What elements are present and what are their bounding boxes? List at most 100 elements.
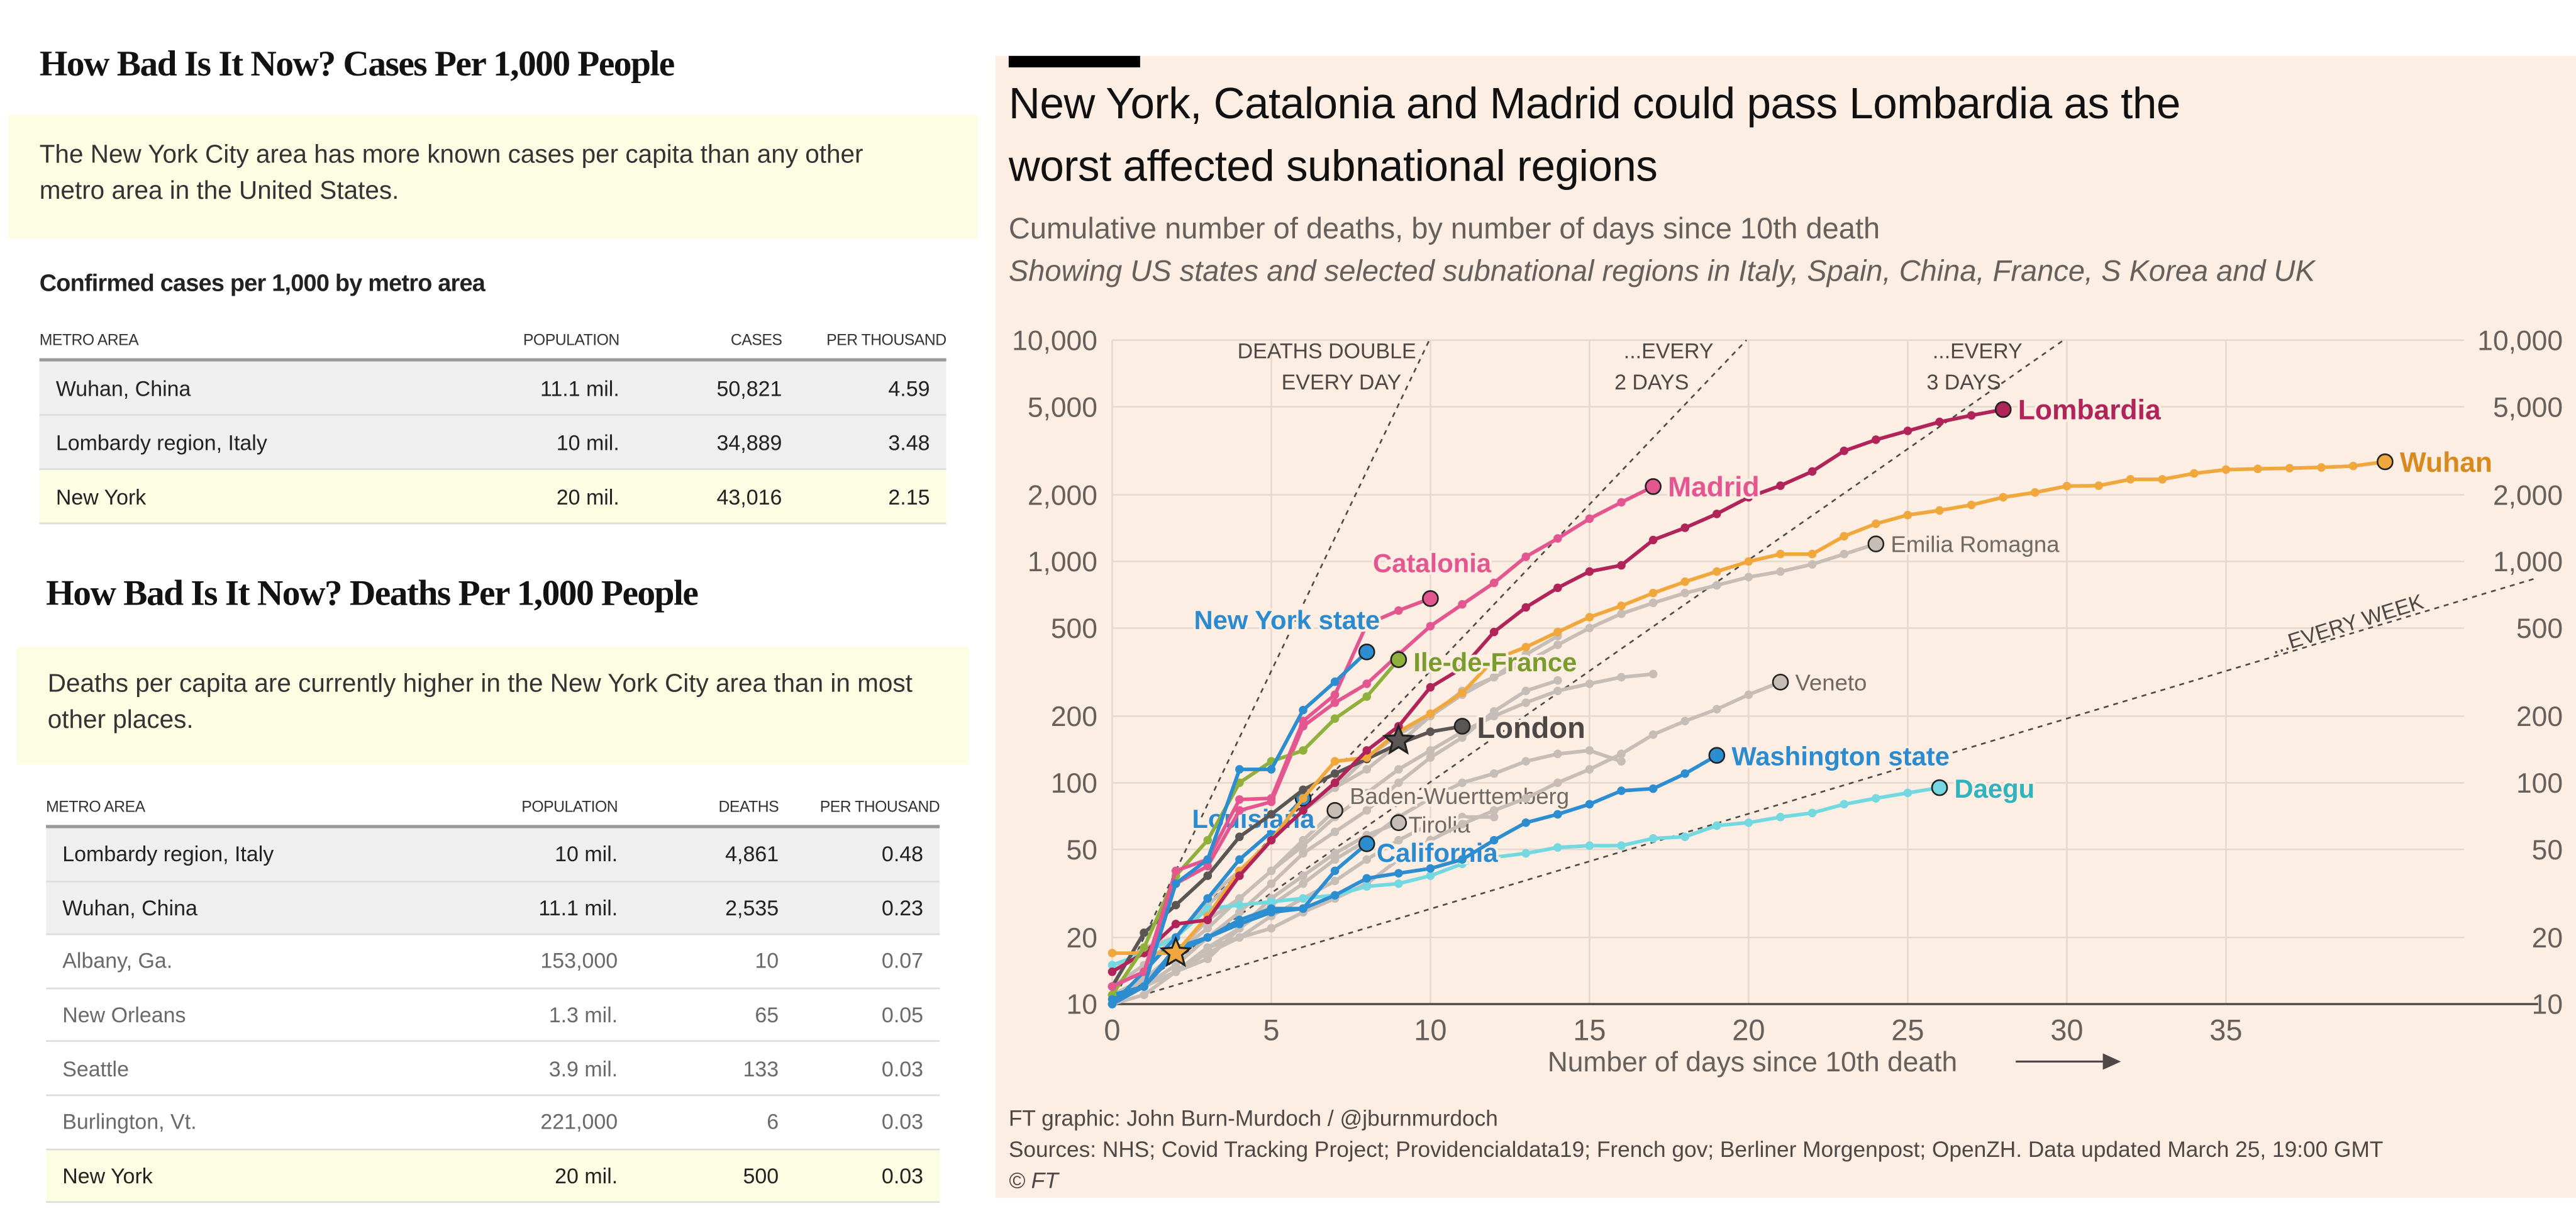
cell-population: 10 mil. — [556, 430, 619, 455]
cell-count: 65 — [755, 1002, 779, 1027]
data-point — [1776, 812, 1785, 822]
table-row: Lombardy region, Italy 10 mil. 34,889 3.48 — [39, 415, 947, 471]
data-point — [1872, 794, 1880, 803]
data-point — [1521, 603, 1531, 612]
series-end-point — [1867, 535, 1885, 552]
series-daegu: Daegu — [1108, 771, 2037, 969]
data-point — [1521, 698, 1531, 707]
cell-per-thousand: 4.59 — [888, 375, 930, 401]
data-point — [1617, 749, 1626, 759]
series-label: Wuhan — [2400, 447, 2492, 478]
data-point — [1330, 769, 1340, 778]
series-end-point — [1358, 835, 1375, 852]
deaths-title: How Bad Is It Now? Deaths Per 1,000 Peop… — [46, 572, 699, 613]
series-catalonia: Catalonia — [1108, 546, 1494, 991]
data-point — [2253, 464, 2262, 474]
series-label: Veneto — [1796, 669, 1867, 695]
data-point — [1585, 613, 1594, 622]
series-line — [1111, 754, 1718, 1006]
x-tick-label: 5 — [1263, 1013, 1279, 1047]
data-point — [1203, 933, 1213, 942]
series-line — [1111, 672, 1653, 996]
data-point — [1203, 835, 1213, 845]
data-point — [1362, 620, 1372, 629]
data-point — [1299, 835, 1307, 845]
doubling-reference-label: DEATHS DOUBLE — [1238, 339, 1416, 363]
data-point — [1489, 655, 1499, 664]
ft-chart-panel — [995, 55, 2576, 1198]
data-point — [1426, 820, 1435, 829]
data-point — [1330, 757, 1340, 766]
data-point — [1680, 588, 1690, 598]
data-point — [1171, 967, 1180, 976]
data-point — [1840, 549, 1849, 559]
data-point — [1585, 746, 1594, 755]
series-line — [1111, 680, 1782, 1006]
data-point — [1521, 686, 1531, 696]
cell-per-thousand: 0.03 — [881, 1056, 924, 1081]
data-point — [1394, 855, 1403, 864]
data-point — [1744, 557, 1753, 566]
data-point — [1235, 795, 1244, 804]
data-point — [1235, 806, 1244, 815]
cell-per-thousand: 0.23 — [881, 895, 924, 920]
data-point — [1744, 690, 1753, 700]
data-point — [2062, 481, 2072, 491]
series-end-point — [1422, 590, 1439, 607]
data-point — [2126, 475, 2135, 484]
y-tick-label-left: 5,000 — [1028, 392, 1097, 423]
series-label: Baden-Wuerttemberg — [1350, 783, 1569, 809]
series-end-point — [1708, 747, 1726, 764]
data-point — [1521, 650, 1531, 659]
data-point — [2190, 469, 2199, 478]
data-point — [1585, 679, 1594, 688]
doubling-reference-label: 3 DAYS — [1926, 371, 2001, 394]
series-emilia-romagna: Emilia Romagna — [1108, 529, 2062, 976]
data-point — [1362, 855, 1372, 864]
table-row: Wuhan, China 11.1 mil. 50,821 4.59 — [39, 361, 947, 416]
data-point — [1680, 523, 1690, 532]
data-point — [1140, 990, 1148, 1000]
data-point — [1840, 800, 1849, 809]
data-point — [1744, 493, 1753, 502]
data-point — [1521, 642, 1531, 652]
data-point — [1489, 853, 1499, 862]
data-point — [1299, 894, 1307, 903]
series-unlabelled — [1108, 676, 1562, 1008]
y-tick-label-left: 10,000 — [1012, 325, 1097, 356]
data-point — [1713, 567, 1721, 576]
data-point — [1458, 600, 1467, 609]
data-point — [1267, 879, 1276, 888]
cell-count: 500 — [743, 1163, 779, 1188]
data-point — [1617, 786, 1626, 795]
data-point — [1553, 583, 1562, 593]
cell-area: Lombardy region, Italy — [62, 842, 274, 867]
data-point — [1713, 581, 1721, 590]
data-point — [1108, 961, 1117, 969]
table-row: Lombardy region, Italy 10 mil. 4,861 0.48 — [46, 828, 940, 882]
cell-count: 43,016 — [716, 484, 782, 509]
deaths-note-text: Deaths per capita are currently higher i… — [47, 670, 913, 735]
data-point — [1330, 778, 1340, 788]
data-point — [1489, 769, 1499, 778]
data-point — [1585, 623, 1594, 633]
series-label: London — [1477, 711, 1585, 744]
data-point — [1426, 746, 1435, 755]
series-label: Ile-de-France — [1413, 647, 1577, 677]
data-point — [1108, 982, 1117, 991]
data-point — [1903, 427, 1913, 435]
data-point — [1521, 658, 1531, 667]
chart-copyright: © FT — [1008, 1168, 1058, 1193]
column-header: PER THOUSAND — [819, 798, 940, 817]
series-ile-de-france: Ile-de-France — [1108, 645, 1579, 1000]
data-point — [1713, 510, 1721, 518]
column-header: POPULATION — [521, 798, 618, 817]
data-point — [1171, 900, 1180, 910]
cell-population: 221,000 — [540, 1110, 618, 1135]
series-end-point — [1326, 801, 1343, 819]
doubling-reference-label: EVERY DAY — [1282, 371, 1402, 394]
data-point — [1585, 765, 1594, 774]
data-point — [1489, 806, 1499, 815]
data-point — [1426, 864, 1435, 873]
series-label: Madrid — [1668, 472, 1760, 503]
